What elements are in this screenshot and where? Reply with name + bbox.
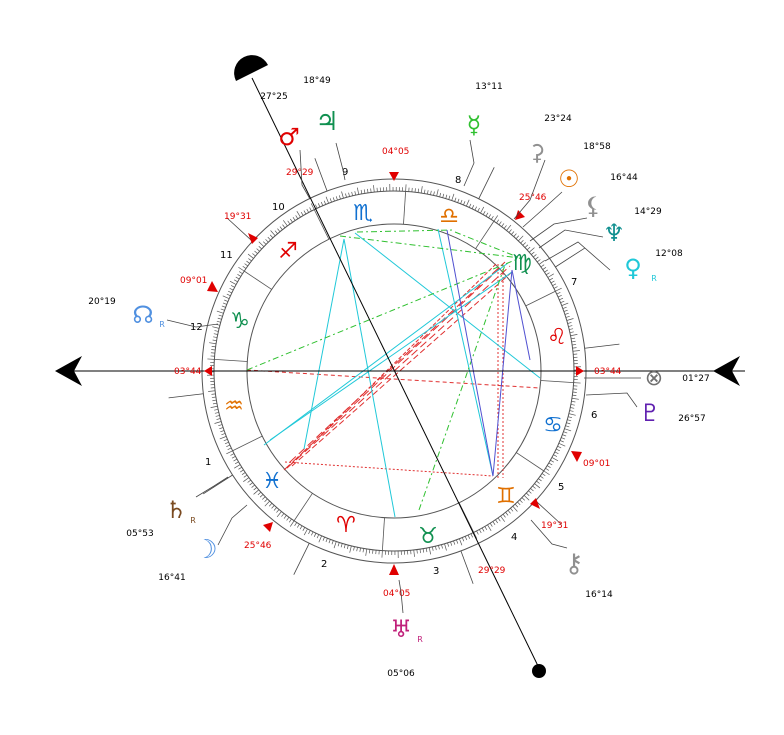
neptune-degree: 14°29 (634, 207, 662, 217)
ceres-icon: ⚳ (529, 141, 545, 166)
saturn-degree: 05°53 (126, 529, 153, 539)
neptune-icon: ♆ (603, 219, 625, 247)
cusp-label-asc: 03°44 (174, 367, 202, 377)
house-number-6: 6 (591, 410, 597, 421)
mars-degree: 27°25 (260, 92, 287, 102)
virgo-icon: ♍ (512, 251, 532, 276)
cusp-label-mc: 04°05 (382, 147, 409, 157)
jupiter-degree: 18°49 (303, 76, 331, 86)
cusp-labels: 03°44 03°44 04°05 04°05 19°31 19°31 09°0… (174, 147, 622, 599)
lilith-degree: 16°44 (610, 173, 638, 183)
ic-marker (532, 664, 546, 678)
mercury-icon: ☿ (467, 111, 482, 139)
cusp-label-dsc: 03°44 (594, 367, 622, 377)
cusp-label-8: 25°46 (519, 193, 547, 203)
house-number-3: 3 (433, 566, 439, 577)
leo-icon: ♌ (547, 325, 567, 350)
node-degree: 20°19 (88, 297, 116, 307)
scorpio-icon: ♏ (353, 201, 373, 226)
gemini-icon: ♊ (496, 484, 516, 509)
mars-icon: ♂ (278, 123, 300, 151)
house-number-7: 7 (571, 277, 577, 288)
sun-degree: 18°58 (583, 142, 611, 152)
cusp-label-ic: 04°05 (383, 589, 410, 599)
house-number-9: 9 (342, 167, 348, 178)
cusp-markers (204, 172, 584, 575)
cusp-label-9: 29°29 (286, 168, 314, 178)
saturn-icon: ♄ (165, 496, 187, 524)
pisces-icon: ♓ (262, 469, 282, 494)
cusp-label-3: 29°29 (478, 566, 506, 576)
fortune-icon: ⊗ (645, 366, 663, 391)
venus-retrograde: R (651, 274, 657, 283)
aspect-lines (246, 228, 541, 518)
asc-cusp-triangle (204, 366, 212, 376)
descendant-arrow (713, 356, 740, 386)
venus-icon: ♀ (624, 254, 642, 282)
venus-degree: 12°08 (655, 249, 683, 259)
sagittarius-icon: ♐ (278, 239, 298, 264)
ascendant-arrow (55, 356, 82, 386)
lilith-icon: ⚸ (584, 192, 602, 220)
fortune-degree: 01°27 (682, 374, 709, 384)
mercury-degree: 13°11 (475, 82, 502, 92)
mc-marker (234, 55, 268, 81)
cusp-label-5: 19°31 (541, 521, 568, 531)
taurus-icon: ♉ (418, 524, 438, 549)
node-icon: ☊ (132, 301, 153, 329)
aquarius-icon: ♒ (224, 394, 244, 419)
cusp-label-11: 19°31 (224, 212, 251, 222)
mc-cusp-triangle (389, 172, 399, 181)
asc-dsc-axis (55, 356, 745, 386)
moon-icon: ☽ (194, 535, 217, 565)
saturn-retrograde: R (190, 516, 196, 525)
jupiter-icon: ♃ (315, 107, 338, 137)
house-number-2: 2 (321, 559, 327, 570)
house-number-5: 5 (558, 482, 564, 493)
house-number-10: 10 (272, 202, 285, 213)
uranus-icon: ♅ (390, 615, 412, 643)
uranus-degree: 05°06 (387, 669, 415, 679)
mc-ic-axis (234, 55, 546, 678)
chiron-icon: ⚷ (564, 549, 583, 579)
capricorn-icon: ♑ (230, 309, 250, 334)
aries-icon: ♈ (336, 513, 356, 538)
ceres-degree: 23°24 (544, 114, 572, 124)
cusp-label-2: 25°46 (244, 541, 272, 551)
libra-icon: ♎ (439, 204, 459, 229)
cusp-label-12: 09°01 (180, 276, 207, 286)
sun-icon: ☉ (558, 165, 580, 193)
house-number-12: 12 (190, 322, 203, 333)
house-number-4: 4 (511, 532, 517, 543)
house-numbers: 1 2 3 4 5 6 7 8 9 10 11 12 (190, 167, 597, 577)
cusp-label-6: 09°01 (583, 459, 610, 469)
house-number-11: 11 (220, 250, 233, 261)
uranus-retrograde: R (417, 635, 423, 644)
sign-glyphs: ♈ ♉ ♊ ♋ ♌ ♍ ♎ ♏ ♐ ♑ ♒ ♓ (224, 201, 567, 549)
house-number-1: 1 (205, 457, 211, 468)
moon-degree: 16°41 (158, 573, 185, 583)
house-number-8: 8 (455, 175, 461, 186)
node-retrograde: R (159, 320, 165, 329)
cancer-icon: ♋ (543, 413, 563, 438)
planets: ♂ 27°25 ♃ 18°49 ☿ 13°11 ⚳ 23°24 ☉ 18°58 … (88, 76, 709, 679)
chiron-degree: 16°14 (585, 590, 613, 600)
pluto-icon: ♇ (639, 399, 661, 427)
pluto-degree: 26°57 (678, 414, 705, 424)
planet-pointers (166, 139, 641, 614)
degree-ticks (207, 184, 581, 558)
